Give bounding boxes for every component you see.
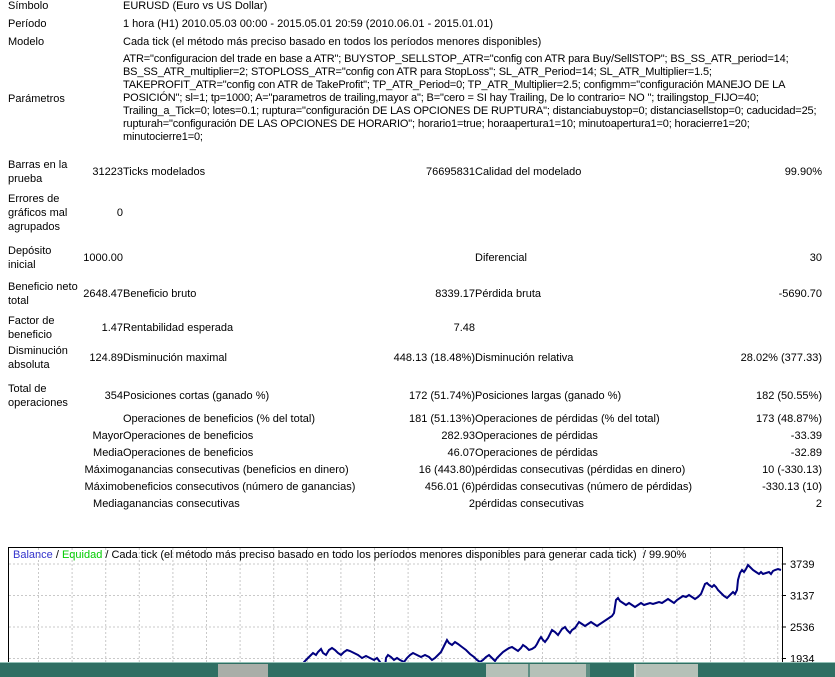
- report-row-max-consecutive-profit: Máximo beneficios consecutivos (número d…: [8, 479, 822, 496]
- chart-gridlines: [9, 548, 782, 677]
- net-profit-value: 2648.47: [83, 288, 123, 300]
- taskbar-segment[interactable]: [0, 664, 218, 677]
- parameters-value: ATR="configuracion del trade en base a A…: [123, 53, 817, 143]
- row-qualifier: Mayor: [92, 430, 123, 442]
- taskbar[interactable]: [0, 662, 835, 677]
- row-label: Depósito inicial: [8, 245, 52, 271]
- report-row-bars: Barras en la prueba 31223 Ticks modelado…: [8, 146, 822, 188]
- row-qualifier: Máximo: [84, 481, 123, 493]
- row-label: Modelo: [8, 36, 45, 48]
- taskbar-segment[interactable]: [634, 664, 636, 677]
- row-label: Disminución absoluta: [8, 345, 68, 371]
- taskbar-segment[interactable]: [590, 664, 634, 677]
- taskbar-segment[interactable]: [586, 664, 590, 677]
- report-row-symbol: Símbolo EURUSD (Euro vs US Dollar): [8, 0, 822, 15]
- total-trades-value: 354: [104, 390, 123, 402]
- report-row-initial-deposit: Depósito inicial 1000.00 Diferencial 30: [8, 236, 822, 274]
- row-label: Beneficio neto total: [8, 281, 78, 307]
- svg-text:2536: 2536: [790, 622, 814, 634]
- chart-legend: Balance / Equidad / Cada tick (el método…: [13, 549, 687, 561]
- row-label: Barras en la prueba: [8, 159, 68, 185]
- report-row-profit-trades: Operaciones de beneficios (% del total) …: [123, 413, 822, 425]
- taskbar-segment[interactable]: [530, 664, 586, 677]
- bars-value: 31223: [92, 166, 123, 178]
- report-row-average: Media Operaciones de beneficios 46.07 Op…: [8, 445, 822, 462]
- taskbar-segment[interactable]: [218, 664, 268, 677]
- row-qualifier: Media: [93, 498, 123, 510]
- symbol-value: EURUSD (Euro vs US Dollar): [123, 0, 268, 12]
- taskbar-segment[interactable]: [528, 664, 530, 677]
- row-label: Período: [8, 18, 47, 30]
- report-row-net-profit: Beneficio neto total 2648.47 Beneficio b…: [8, 274, 822, 310]
- row-label: Errores de gráficos mal agrupados: [8, 193, 68, 233]
- report-row-max-consecutive-wins: Máximo ganancias consecutivas (beneficio…: [8, 462, 822, 479]
- legend-equity: Equidad: [61, 549, 103, 561]
- deposit-value: 1000.00: [83, 252, 123, 264]
- row-label: Parámetros: [8, 92, 65, 105]
- report-row-profit-factor: Factor de beneficio 1.47 Rentabilidad es…: [8, 310, 822, 344]
- balance-chart[interactable]: 3739 3137 2536 1934 Balance / Equidad / Cad…: [0, 545, 835, 677]
- taskbar-segment[interactable]: [486, 664, 528, 677]
- report-table: Símbolo EURUSD (Euro vs US Dollar) Perío…: [8, 0, 822, 513]
- report-row-drawdown: Disminución absoluta 124.89 Disminución …: [8, 344, 822, 374]
- model-value: Cada tick (el método más preciso basado …: [123, 36, 542, 48]
- period-value: 1 hora (H1) 2010.05.03 00:00 - 2015.05.0…: [123, 18, 494, 30]
- taskbar-segment[interactable]: [636, 664, 698, 677]
- quality-value: 99.90%: [784, 166, 822, 178]
- report-row-largest: Mayor Operaciones de beneficios 282.93 O…: [8, 428, 822, 445]
- spread-value: 30: [809, 252, 822, 264]
- ticks-value: 76695831: [426, 166, 475, 178]
- row-label: Factor de beneficio: [8, 315, 55, 341]
- legend-quality: / 99.90%: [642, 549, 687, 561]
- svg-text:3739: 3739: [790, 559, 814, 571]
- report-row-total-trades: Total de operaciones 354 Posiciones cort…: [8, 374, 822, 412]
- report-row-period: Período 1 hora (H1) 2010.05.03 00:00 - 2…: [8, 15, 822, 33]
- row-qualifier: Media: [93, 447, 123, 459]
- report-row-model: Modelo Cada tick (el método más preciso …: [8, 33, 822, 51]
- legend-model: Cada tick (el método más preciso basado …: [111, 549, 637, 561]
- report-row-avg-consecutive: Media ganancias consecutivas 2 pérdidas …: [8, 496, 822, 513]
- legend-balance: Balance: [13, 549, 53, 561]
- row-value-1: [80, 0, 123, 15]
- taskbar-segment[interactable]: [698, 664, 835, 677]
- taskbar-segment[interactable]: [268, 664, 486, 677]
- row-label: Símbolo: [8, 0, 49, 12]
- report-row-mismatch-errors: Errores de gráficos mal agrupados 0: [8, 188, 822, 236]
- svg-text:3137: 3137: [790, 591, 814, 603]
- chart-plot-border: [8, 547, 783, 677]
- report-row-parameters: Parámetros ATR="configuracion del trade …: [8, 51, 822, 146]
- row-qualifier: Máximo: [84, 464, 123, 476]
- row-label: Total de operaciones: [8, 383, 68, 409]
